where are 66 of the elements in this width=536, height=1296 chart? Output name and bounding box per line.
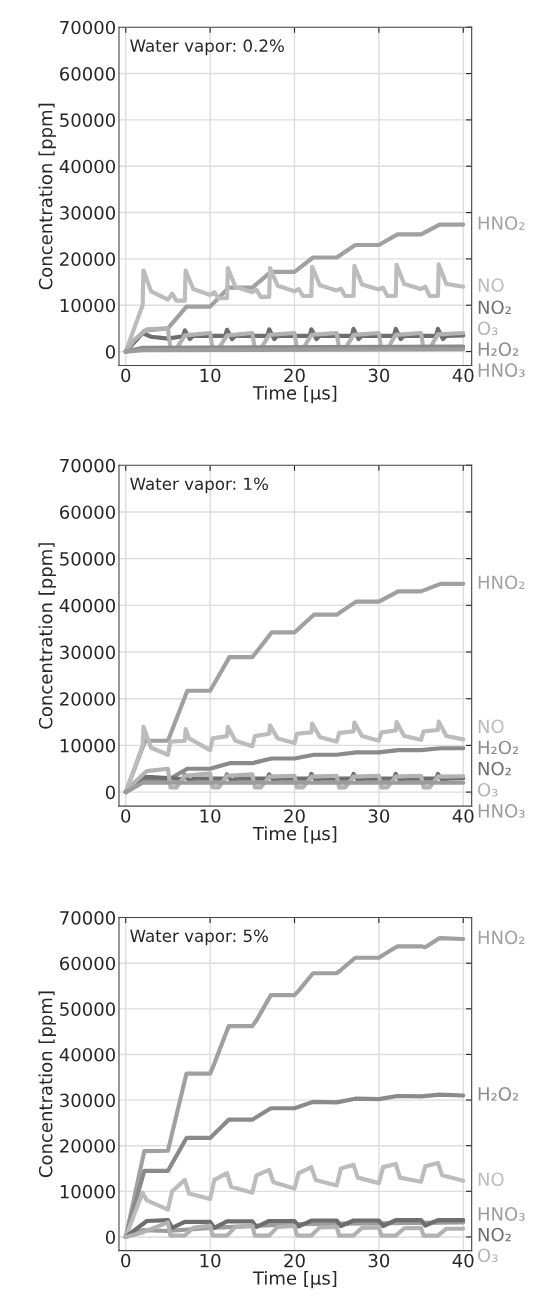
- series-label: NO₂: [478, 1227, 511, 1242]
- y-axis-title: Concentration [ppm]: [38, 103, 56, 290]
- series-label: HNO₃: [478, 804, 525, 818]
- series-label: NO₂: [478, 300, 511, 315]
- series-label: HNO₃: [478, 1207, 525, 1221]
- series-label: HNO₂: [478, 216, 525, 230]
- y-tick-label: 10000: [60, 298, 116, 313]
- x-tick-label: 40: [452, 809, 474, 823]
- x-tick-label: 30: [368, 809, 390, 823]
- series-label: NO: [478, 719, 504, 734]
- x-tick-label: 30: [368, 1253, 390, 1268]
- series-label: H₂O₂: [478, 1087, 519, 1101]
- series-label: HNO₂: [478, 930, 525, 945]
- y-axis-title: Concentration [ppm]: [38, 543, 56, 729]
- y-tick-label: 20000: [60, 252, 116, 267]
- y-tick-label: 60000: [60, 956, 116, 971]
- x-tick-label: 0: [121, 1253, 131, 1268]
- x-tick-label: 10: [200, 809, 221, 823]
- y-tick-label: 50000: [60, 1002, 116, 1016]
- y-tick-label: 70000: [60, 20, 116, 35]
- series-label: H₂O₂: [478, 740, 519, 755]
- y-tick-label: 0: [105, 1230, 116, 1245]
- y-tick-label: 10000: [60, 1184, 116, 1199]
- y-tick-label: 0: [105, 785, 116, 800]
- y-tick-label: 20000: [60, 692, 116, 706]
- x-tick-label: 0: [121, 809, 131, 823]
- series-label: NO₂: [478, 761, 511, 776]
- y-tick-label: 70000: [60, 911, 116, 925]
- x-tick-label: 0: [121, 368, 131, 383]
- series-label: O₃: [477, 321, 498, 336]
- y-tick-label: 20000: [60, 1139, 116, 1153]
- y-tick-label: 70000: [60, 458, 116, 473]
- series-label: H₂O₂: [478, 342, 519, 357]
- x-axis-title: Time [μs]: [252, 826, 337, 844]
- x-tick-label: 40: [452, 1253, 474, 1268]
- y-tick-label: 30000: [60, 1093, 116, 1108]
- x-tick-label: 10: [200, 368, 221, 383]
- y-tick-label: 50000: [60, 552, 116, 566]
- x-tick-label: 20: [284, 1253, 305, 1268]
- y-tick-label: 30000: [60, 645, 116, 660]
- x-tick-label: 10: [200, 1253, 221, 1268]
- annotation: Water vapor: 1%: [130, 477, 268, 494]
- series-label: HNO₃: [478, 363, 525, 377]
- y-tick-label: 30000: [60, 206, 116, 220]
- series-label: O₃: [477, 1248, 498, 1263]
- x-tick-label: 30: [368, 368, 390, 383]
- x-axis-title: Time [μs]: [252, 1270, 337, 1289]
- x-tick-label: 40: [452, 368, 474, 383]
- y-axis-title: Concentration [ppm]: [38, 991, 56, 1178]
- y-tick-label: 40000: [59, 598, 116, 613]
- y-tick-label: 10000: [60, 738, 116, 753]
- y-tick-label: 40000: [59, 159, 116, 174]
- series-label: O₃: [477, 782, 498, 797]
- series-label: NO: [478, 1172, 504, 1187]
- y-tick-label: 50000: [60, 113, 116, 128]
- y-tick-label: 60000: [60, 505, 116, 520]
- x-axis-title: Time [μs]: [252, 385, 337, 404]
- x-tick-label: 20: [284, 809, 305, 823]
- annotation: Water vapor: 0.2%: [130, 39, 284, 56]
- y-tick-label: 40000: [59, 1047, 116, 1062]
- series-label: NO: [478, 278, 504, 292]
- y-tick-label: 0: [105, 345, 116, 359]
- x-tick-label: 20: [284, 368, 305, 383]
- series-label: HNO₂: [478, 575, 525, 590]
- annotation: Water vapor: 5%: [130, 929, 268, 946]
- y-tick-label: 60000: [60, 67, 116, 81]
